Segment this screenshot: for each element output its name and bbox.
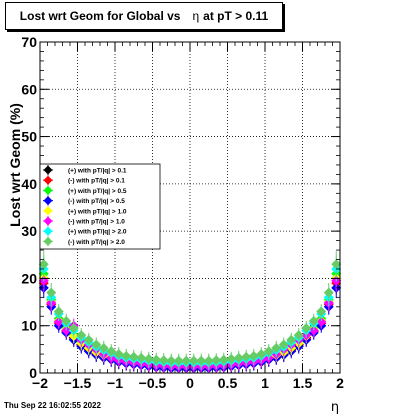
y-tick-label: 70 bbox=[21, 34, 37, 50]
data-point bbox=[61, 315, 72, 326]
data-point bbox=[226, 353, 237, 364]
data-point bbox=[308, 315, 319, 326]
legend-marker bbox=[43, 196, 53, 206]
x-tick-label: 0 bbox=[186, 375, 194, 391]
legend-label: (+) with pT/|q| > 2.0 bbox=[68, 229, 127, 236]
data-point bbox=[271, 342, 282, 353]
data-point bbox=[301, 323, 312, 334]
data-point bbox=[263, 346, 274, 357]
y-tick-label: 10 bbox=[21, 318, 37, 334]
x-tick-label: −0.5 bbox=[139, 375, 167, 391]
data-point bbox=[143, 353, 154, 364]
data-point bbox=[98, 342, 109, 353]
data-point bbox=[166, 355, 177, 366]
data-point bbox=[203, 355, 214, 366]
chart-title-box: Lost wrt Geom for Global vs η at pT > 0.… bbox=[5, 2, 283, 30]
x-axis-label: η bbox=[331, 400, 339, 414]
data-point bbox=[331, 259, 342, 270]
legend-label: (+) with pT/|q| > 1.0 bbox=[68, 208, 127, 215]
chart-title: Lost wrt Geom for Global vs bbox=[19, 9, 181, 23]
data-point bbox=[121, 350, 132, 361]
y-tick-label: 0 bbox=[29, 365, 37, 381]
chart-title-eta: η bbox=[192, 9, 200, 23]
chart-title-suffix: at pT > 0.11 bbox=[203, 9, 269, 23]
legend-entry: (-) with pT/|q| > 0.5 bbox=[43, 195, 125, 206]
y-tick-label: 60 bbox=[21, 81, 37, 97]
legend-label: (-) with pT/|q| > 0.5 bbox=[68, 198, 125, 205]
data-point bbox=[278, 339, 289, 350]
legend-marker bbox=[43, 175, 53, 185]
axis-ticks bbox=[39, 41, 341, 374]
legend-label: (-) with pT/|q| > 0.1 bbox=[68, 178, 125, 185]
footer-timestamp: Thu Sep 22 16:02:55 2022 bbox=[4, 401, 101, 410]
series-2 bbox=[38, 272, 342, 374]
data-point bbox=[113, 349, 124, 360]
legend-marker bbox=[43, 185, 53, 195]
y-axis-label: Lost wrt Geom (%) bbox=[7, 103, 23, 227]
legend-marker bbox=[43, 216, 53, 226]
legend-marker bbox=[43, 165, 53, 175]
data-point bbox=[46, 287, 57, 298]
legend-entry: (+) with pT/|q| > 0.5 bbox=[43, 185, 127, 196]
data-point bbox=[286, 334, 297, 345]
legend-entry: (-) with pT/|q| > 2.0 bbox=[43, 236, 125, 247]
data-point bbox=[323, 287, 334, 298]
x-tick-label: 0.5 bbox=[218, 375, 238, 391]
data-point bbox=[316, 306, 327, 317]
legend: (+) with pT/|q| > 0.1 (-) with pT/|q| > 0… bbox=[39, 163, 161, 250]
legend-entry: (-) with pT/|q| > 0.1 bbox=[43, 175, 125, 186]
data-point bbox=[53, 306, 64, 317]
data-point bbox=[211, 355, 222, 366]
data-point bbox=[248, 350, 259, 361]
legend-entry: (-) with pT/|q| > 1.0 bbox=[43, 216, 125, 226]
data-point bbox=[128, 351, 139, 362]
data-point bbox=[83, 334, 94, 345]
legend-entry: (+) with pT/|q| > 1.0 bbox=[43, 205, 127, 216]
x-tick-label: 2 bbox=[336, 375, 344, 391]
data-point bbox=[173, 355, 184, 366]
x-tick-label: −2 bbox=[32, 375, 48, 391]
legend-marker bbox=[43, 226, 53, 236]
legend-label: (-) with pT/|q| > 2.0 bbox=[68, 239, 125, 246]
legend-box bbox=[39, 163, 161, 250]
data-point bbox=[256, 349, 267, 360]
data-point bbox=[181, 355, 192, 366]
y-tick-label: 30 bbox=[21, 223, 37, 239]
legend-entry: (+) with pT/|q| > 0.1 bbox=[43, 165, 127, 175]
data-point bbox=[293, 330, 304, 341]
data-point bbox=[106, 346, 117, 357]
x-tick-label: −1.5 bbox=[64, 375, 92, 391]
data-point bbox=[158, 355, 169, 366]
data-point bbox=[233, 352, 244, 363]
x-tick-label: 1 bbox=[261, 375, 269, 391]
y-tick-label: 40 bbox=[21, 176, 37, 192]
data-point bbox=[188, 355, 199, 366]
data-point bbox=[316, 316, 327, 327]
legend-marker bbox=[43, 206, 53, 216]
x-tick-label: −1 bbox=[107, 375, 123, 391]
data-point bbox=[196, 355, 207, 366]
y-tick-label: 20 bbox=[21, 270, 37, 286]
legend-label: (+) with pT/|q| > 0.1 bbox=[68, 168, 127, 175]
data-point bbox=[241, 351, 252, 362]
data-point bbox=[38, 259, 49, 270]
data-point bbox=[136, 352, 147, 363]
y-tick-label: 50 bbox=[21, 129, 37, 145]
data-point bbox=[151, 354, 162, 365]
legend-marker bbox=[43, 236, 53, 246]
x-tick-label: 1.5 bbox=[293, 375, 313, 391]
data-point bbox=[68, 323, 79, 334]
data-point bbox=[91, 339, 102, 350]
data-point bbox=[53, 316, 64, 327]
data-point bbox=[76, 330, 87, 341]
series-layer bbox=[38, 251, 342, 374]
legend-label: (+) with pT/|q| > 0.5 bbox=[68, 188, 127, 195]
data-point bbox=[218, 354, 229, 365]
legend-entry: (+) with pT/|q| > 2.0 bbox=[43, 226, 127, 237]
legend-label: (-) with pT/|q| > 1.0 bbox=[68, 219, 125, 226]
series-8 bbox=[38, 251, 342, 368]
